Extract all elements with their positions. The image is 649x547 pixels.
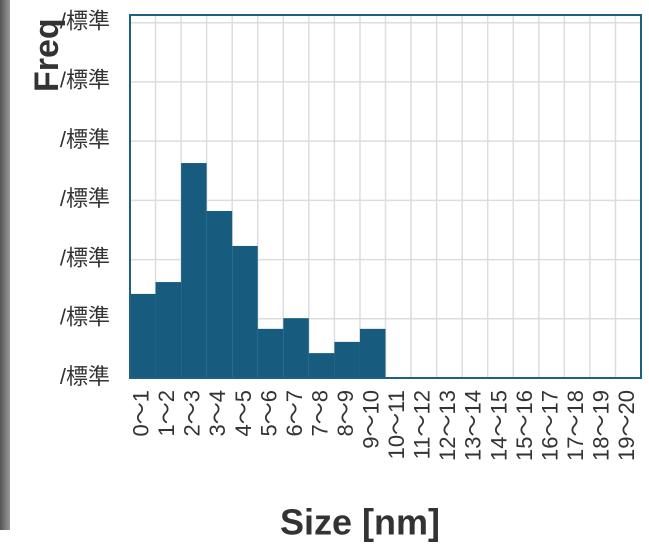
bars <box>130 163 386 378</box>
bar <box>359 328 386 378</box>
y-tick-label: /標準 <box>60 68 110 93</box>
x-tick-label: 12～13 <box>435 390 460 461</box>
x-tick-label: 2～3 <box>180 390 205 436</box>
x-tick-label: 15～16 <box>512 390 537 461</box>
x-tick-label: 8～9 <box>333 390 358 436</box>
bar <box>283 318 309 378</box>
x-tick-label: 17～18 <box>563 390 588 461</box>
bar <box>257 328 284 378</box>
bar <box>155 282 182 378</box>
x-axis-label: Size [nm] <box>280 502 440 543</box>
y-tick-label: /標準 <box>60 186 110 211</box>
bar <box>181 163 207 378</box>
bar <box>232 245 258 378</box>
x-tick-label: 4～5 <box>231 390 256 436</box>
labels: /標準/標準/標準/標準/標準/標準/標準 0～1 1～2 2～3 3～4 4～5 5～6 6… <box>60 9 639 461</box>
x-tick-label: 18～19 <box>588 390 613 461</box>
x-tick-label: 13～14 <box>461 390 486 461</box>
y-tick-label: /標準 <box>60 305 110 330</box>
y-tick-label: /標準 <box>60 127 110 152</box>
bar <box>308 353 335 378</box>
x-tick-label: 14～15 <box>486 390 511 461</box>
x-tick-label: 1～2 <box>154 390 179 436</box>
y-axis-label: Freq <box>28 18 66 92</box>
x-tick-label: 0～1 <box>129 390 154 436</box>
x-tick-label: 10～11 <box>384 390 409 459</box>
y-tick-label: /標準 <box>60 9 110 34</box>
x-tick-label: 5～6 <box>256 390 281 436</box>
x-tick-label: 9～10 <box>359 390 384 449</box>
background-strip <box>0 0 10 530</box>
bar <box>334 341 360 378</box>
y-tick-label: /標準 <box>60 364 110 389</box>
x-tick-label: 7～8 <box>307 390 332 436</box>
bar <box>130 293 156 378</box>
x-tick-label: 3～4 <box>205 390 230 436</box>
plot-border <box>129 14 642 379</box>
x-tick-label: 16～17 <box>537 390 562 461</box>
bar <box>206 211 233 378</box>
x-tick-label: 6～7 <box>282 390 307 436</box>
y-tick-label: /標準 <box>60 245 110 270</box>
x-tick-label: 11～12 <box>410 390 435 459</box>
x-tick-label: 19～20 <box>614 390 639 461</box>
